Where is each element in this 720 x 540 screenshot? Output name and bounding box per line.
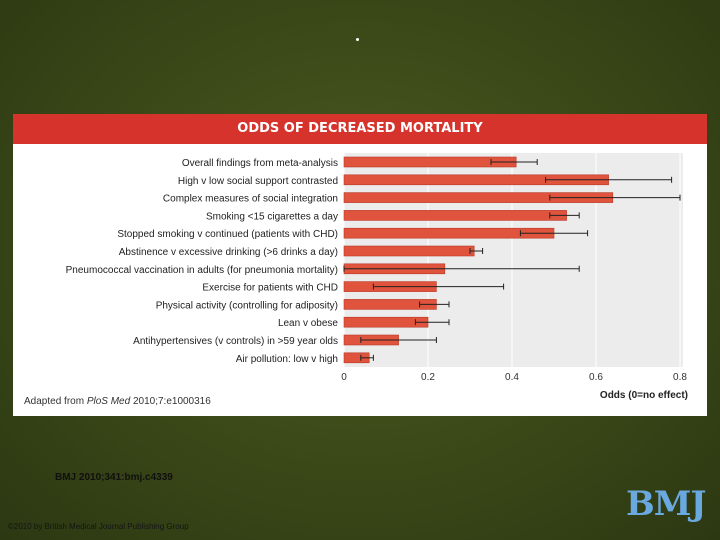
- category-label: Air pollution: low v high: [236, 354, 338, 365]
- plot-area: [344, 153, 683, 367]
- bar-chart: 0 0.2 0.4 0.6 0.8 Overall findings from meta-…: [66, 153, 688, 401]
- figure-header: [13, 114, 707, 144]
- category-label: Stopped smoking v continued (patients wi…: [117, 229, 338, 240]
- x-tick-label: 0: [341, 372, 347, 383]
- category-label: Pneumococcal vaccination in adults (for …: [66, 265, 338, 276]
- x-tick-label: 0.6: [589, 372, 603, 383]
- bar: [343, 156, 517, 168]
- category-label: Overall findings from meta-analysis: [182, 158, 338, 169]
- chart-title: ODDS OF DECREASED MORTALITY: [237, 121, 483, 136]
- slide-marker: [356, 38, 359, 41]
- category-label: Smoking <15 cigarettes a day: [206, 211, 338, 222]
- category-label: Exercise for patients with CHD: [202, 283, 338, 294]
- source-prefix: Adapted from: [24, 396, 87, 407]
- category-label: Complex measures of social integration: [163, 194, 338, 205]
- category-label: Physical activity (controlling for adipo…: [156, 300, 338, 311]
- citation: BMJ 2010;341:bmj.c4339: [55, 472, 173, 483]
- bar: [343, 245, 475, 257]
- copyright: ©2010 by British Medical Journal Publish…: [8, 522, 189, 531]
- bmj-logo: BMJ: [626, 484, 706, 524]
- figure-panel: ODDS OF DECREASED MORTALITY 0 0.2 0.4 0.6 0.…: [13, 114, 707, 416]
- x-tick-label: 0.8: [673, 372, 687, 383]
- category-label: Abstinence v excessive drinking (>6 drin…: [119, 247, 338, 258]
- category-label: Antihypertensives (v controls) in >59 ye…: [133, 336, 338, 347]
- x-tick-label: 0.4: [505, 372, 519, 383]
- x-axis-label: Odds (0=no effect): [600, 390, 688, 401]
- category-label: High v low social support contrasted: [178, 176, 338, 187]
- x-tick-label: 0.2: [421, 372, 435, 383]
- bar: [343, 210, 567, 221]
- source-journal: PloS Med: [86, 396, 131, 407]
- source-reference: 2010;7:e1000316: [130, 396, 211, 407]
- category-label: Lean v obese: [278, 318, 338, 329]
- figure-source: Adapted from PloS Med 2010;7:e1000316: [24, 396, 211, 407]
